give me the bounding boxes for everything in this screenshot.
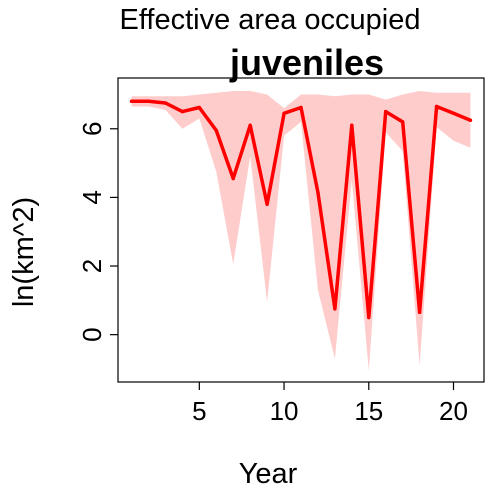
data-point [214, 128, 218, 133]
series-line-layer [129, 99, 473, 320]
plot-area-frame [117, 77, 485, 383]
data-point [451, 111, 456, 116]
confidence-band [131, 91, 471, 371]
data-point [129, 99, 134, 104]
y-tick-label: 2 [77, 259, 107, 273]
data-point [316, 190, 320, 194]
chart-title: Effective area occupied [119, 4, 421, 36]
data-point [265, 202, 269, 206]
data-point [468, 118, 473, 122]
data-point [282, 111, 286, 116]
x-axis: 5 10 15 20 [192, 382, 468, 426]
data-point [367, 315, 371, 320]
confidence-band-layer [131, 91, 471, 371]
data-point [333, 307, 337, 311]
y-tick-label: 4 [77, 190, 107, 204]
data-point [434, 104, 439, 109]
data-point [417, 310, 422, 315]
data-point [384, 109, 388, 114]
data-point [146, 99, 151, 104]
data-point [400, 120, 405, 124]
data-point [350, 123, 354, 128]
chart-subtitle: juveniles [229, 42, 385, 83]
y-tick-label: 0 [77, 327, 107, 341]
x-tick-label: 5 [192, 396, 206, 426]
data-point [231, 176, 235, 181]
y-axis: 0 2 4 6 [77, 122, 118, 342]
data-point [163, 101, 168, 105]
data-point [299, 105, 303, 110]
y-axis-label: ln(km^2) [8, 197, 40, 307]
data-point [180, 109, 185, 114]
x-tick-label: 15 [354, 396, 383, 426]
x-tick-label: 20 [439, 396, 468, 426]
data-point [197, 105, 202, 110]
y-tick-label: 6 [77, 122, 107, 136]
x-tick-label: 10 [270, 396, 299, 426]
x-axis-label: Year [238, 458, 298, 490]
data-point [248, 123, 252, 128]
